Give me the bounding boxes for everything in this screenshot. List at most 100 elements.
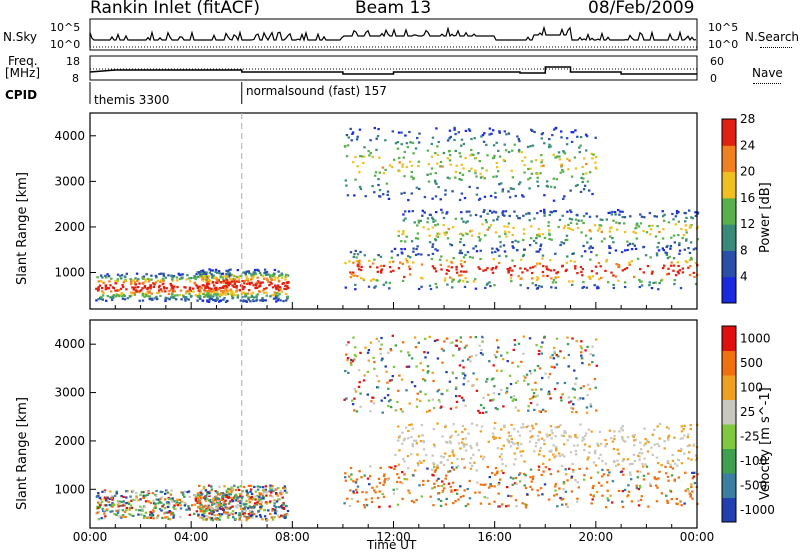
velocity-cell [407,467,410,470]
velocity-cell [534,445,537,448]
velocity-cell [475,378,479,381]
power-cell [205,271,208,274]
velocity-cell [150,512,154,515]
velocity-cell [183,490,187,493]
velocity-cell [273,504,276,507]
power-cell [429,213,432,216]
velocity-cell [283,489,287,492]
power-cell [648,224,651,228]
power-cell [587,276,590,279]
power-cell [642,229,645,233]
velocity-cell [455,339,458,342]
velocity-cell [494,421,497,425]
velocity-cell [172,514,176,517]
velocity-cell [606,497,609,500]
velocity-cell [616,459,619,462]
velocity-cell [357,385,361,388]
velocity-cell [682,428,685,431]
power-cell [225,279,228,282]
power-cell [190,277,193,280]
velocity-cell [254,498,257,501]
velocity-cell [514,476,518,480]
power-cell [444,189,447,192]
velocity-cell [362,379,366,382]
power-cell [492,156,496,159]
velocity-cell [253,502,257,505]
velocity-cell [239,494,242,497]
velocity-cell [451,466,454,469]
velocity-cell [234,494,237,497]
velocity-cell [239,485,242,488]
power-cell [102,281,105,284]
power-cell [527,178,530,181]
velocity-cell [170,499,173,502]
power-cell [692,271,695,274]
velocity-cell [137,513,140,516]
velocity-cell [128,508,131,511]
velocity-cell [599,442,603,445]
power-cell [689,256,693,259]
power-cell [109,284,112,287]
velocity-cell [466,487,469,491]
power-cell [483,177,486,180]
velocity-cell [233,484,236,487]
power-cell [446,157,449,160]
power-cell [563,195,566,198]
power-cell [389,270,393,273]
velocity-cell [157,498,160,501]
velocity-cell [540,346,543,349]
power-cell [247,296,250,299]
power-cell [548,233,551,237]
velocity-cell [381,357,384,360]
power-cell [459,232,462,236]
power-cell [242,271,245,274]
velocity-cell [398,374,401,377]
velocity-cell [259,498,262,501]
power-cell [582,221,585,225]
power-cell [176,279,179,282]
power-cell [379,255,383,258]
velocity-cell [543,442,546,446]
power-cell [202,295,206,298]
power-cell [236,296,239,299]
velocity-cell [559,396,563,399]
power-cell [232,274,235,277]
power-cell [244,294,248,297]
velocity-cell [571,337,574,340]
velocity-cell [360,476,363,479]
power-cell [462,142,466,146]
power-cell [630,248,634,251]
power-cell [236,294,240,297]
power-cell [551,134,554,137]
power-cell [439,165,442,168]
velocity-cell [123,510,127,513]
velocity-cell [539,410,543,413]
velocity-cell [410,499,414,503]
velocity-cell [533,450,536,453]
velocity-cell [667,427,671,430]
power-cell [222,291,225,294]
velocity-cell [121,515,125,518]
power-cell [640,215,644,218]
power-cell [596,229,600,232]
power-cell [247,298,250,301]
velocity-cell [680,447,683,451]
power-cell [97,280,100,283]
velocity-cell [119,504,122,507]
velocity-heatmap-cells [95,334,699,522]
velocity-cell [161,505,164,508]
velocity-cell [433,486,436,489]
power-cell [175,276,179,279]
power-cell [400,143,403,146]
velocity-cell [629,471,632,474]
power-cell [415,186,418,189]
velocity-cell [387,404,390,408]
power-cell [634,231,637,235]
velocity-cell [558,454,562,458]
power-cell [167,292,171,296]
power-cell [101,276,104,279]
power-cell [217,288,220,291]
power-cell [569,209,572,212]
power-cell [552,153,555,156]
velocity-cell [221,492,225,495]
